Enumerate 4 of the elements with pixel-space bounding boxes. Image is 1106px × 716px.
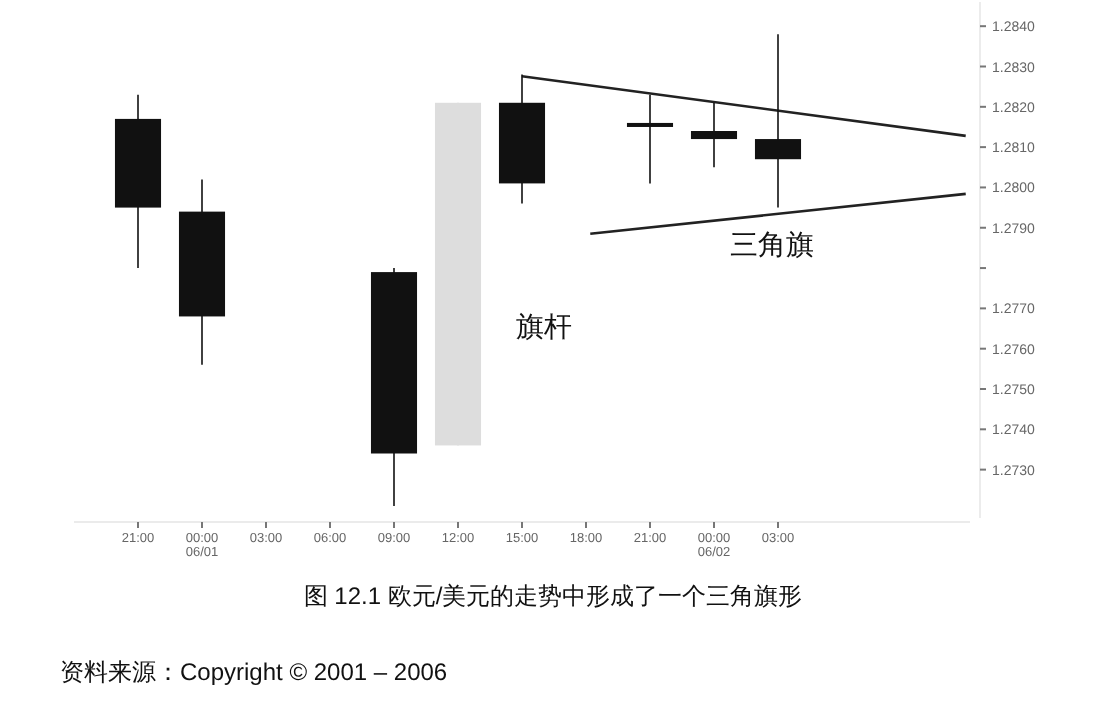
text: 资料来源：Copyright © 2001 – 2006 xyxy=(60,658,448,686)
annotation: 旗杆 xyxy=(516,310,572,342)
annotation: 三角旗 xyxy=(730,228,814,260)
caption: 图 12.1 欧元/美元的走势中形成了一个三角旗形 xyxy=(303,582,803,610)
